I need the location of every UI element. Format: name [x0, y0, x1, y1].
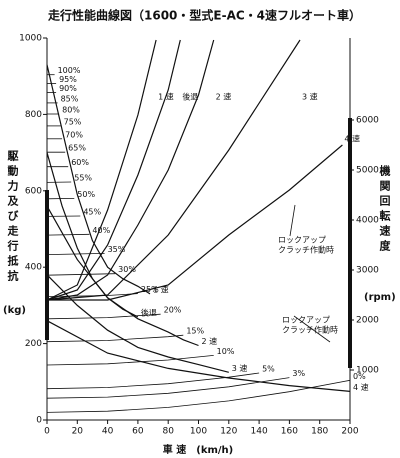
- series-label: 55%: [74, 174, 92, 183]
- series-label: 4 速: [344, 135, 360, 144]
- series-label: 後退: [182, 92, 198, 102]
- series-label: 30%: [118, 265, 136, 274]
- series-line: [46, 39, 215, 301]
- x-tick-label: 180: [311, 427, 328, 437]
- series-label: 50%: [77, 190, 95, 199]
- y-tick-label: 1000: [19, 34, 42, 44]
- series-line: [46, 334, 184, 343]
- series-line: [46, 205, 199, 347]
- series-label: 20%: [164, 306, 182, 315]
- x-tick-label: 100: [190, 427, 207, 437]
- y-tick-label: 200: [25, 339, 42, 349]
- series-label: 60%: [71, 158, 89, 167]
- annotation: ロックアップ: [282, 316, 330, 325]
- series-label: 65%: [68, 144, 86, 153]
- series-label: 後退: [141, 307, 157, 317]
- series-line: [46, 39, 157, 301]
- series-label: 85%: [61, 94, 79, 103]
- series-label: 45%: [83, 208, 101, 217]
- series-label: 2 速: [216, 93, 232, 102]
- series-label: 80%: [62, 106, 80, 115]
- x-tick-label: 80: [162, 427, 174, 437]
- y2-tick-label: 4000: [356, 216, 379, 226]
- y-tick-label: 0: [36, 416, 42, 426]
- annotation: クラッチ作動時: [282, 325, 338, 335]
- series-label: 5%: [262, 365, 275, 374]
- y-tick-label: 600: [25, 186, 42, 196]
- y2-tick-label: 5000: [356, 166, 379, 176]
- series-line: [46, 372, 260, 390]
- series-line: [46, 233, 90, 236]
- annotation: クラッチ作動時: [278, 245, 334, 255]
- series-line: [46, 274, 229, 373]
- series-line: [46, 377, 290, 399]
- series-line: [46, 39, 301, 301]
- x-tick-label: 60: [132, 427, 144, 437]
- series-line: [46, 313, 161, 320]
- x-tick-label: 20: [72, 427, 84, 437]
- y2-tick-label: 1000: [356, 366, 379, 376]
- y2-axis-label: 機関回転速度: [378, 165, 391, 255]
- series-label: 40%: [92, 226, 110, 235]
- series-line: [46, 320, 351, 392]
- annotation-arrow: [293, 315, 331, 343]
- series-label: 95%: [59, 75, 77, 84]
- y2-tick-label: 3000: [356, 266, 379, 276]
- series-line: [47, 144, 343, 301]
- y2-tick-label: 6000: [356, 116, 379, 126]
- x-tick-label: 140: [251, 427, 268, 437]
- series-label: 0%: [353, 372, 366, 381]
- series-label: 4 速: [353, 383, 369, 392]
- series-line: [46, 293, 138, 297]
- y-tick-label: 800: [25, 110, 42, 120]
- series-line: [46, 39, 181, 301]
- series-line: [46, 379, 351, 413]
- annotation-arrow: [289, 204, 296, 237]
- series-line: [46, 253, 105, 255]
- series-label: 25%: [141, 285, 159, 294]
- series-label: 90%: [59, 84, 77, 93]
- y2-tick-label: 2000: [356, 316, 379, 326]
- x-tick-label: 120: [220, 427, 237, 437]
- x-tick-label: 0: [44, 427, 50, 437]
- series-line: [46, 355, 214, 366]
- x-axis-label: 車 速 (km/h): [163, 443, 233, 456]
- y-axis-label: 駆動力及び走行抵抗: [6, 150, 19, 285]
- series-label: 1 速: [153, 285, 169, 294]
- y2-axis-unit: (rpm): [364, 292, 396, 303]
- series-label: 2 速: [202, 337, 218, 346]
- x-tick-label: 160: [281, 427, 298, 437]
- chart-title: 走行性能曲線図（1600・型式E-AC・4速フルオート車）: [48, 8, 361, 23]
- annotation: ロックアップ: [278, 236, 326, 245]
- series-label: 3 速: [302, 93, 318, 102]
- y-tick-label: 400: [25, 263, 42, 273]
- series-label: 3 速: [232, 364, 248, 373]
- series-label: 35%: [108, 245, 126, 254]
- y-axis-unit: (kg): [3, 305, 26, 316]
- series-label: 70%: [65, 130, 83, 139]
- series-label: 100%: [58, 66, 81, 75]
- x-tick-label: 40: [102, 427, 114, 437]
- series-label: 75%: [64, 117, 82, 126]
- x-tick-label: 200: [341, 427, 358, 437]
- series-label: 10%: [217, 347, 235, 356]
- series-label: 3%: [292, 369, 305, 378]
- series-label: 15%: [186, 327, 204, 336]
- series-line: [46, 273, 116, 276]
